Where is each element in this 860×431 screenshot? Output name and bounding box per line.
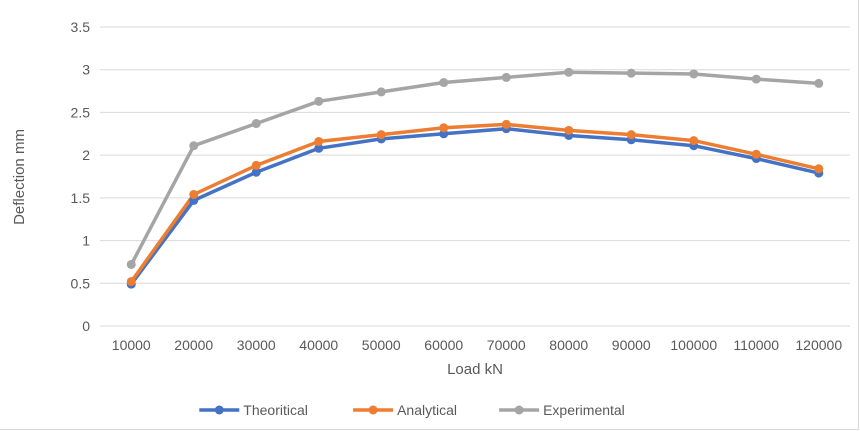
- series-line-theoritical: [129, 126, 821, 286]
- data-point-theoritical: [314, 143, 324, 153]
- legend-label: Analytical: [397, 402, 457, 418]
- legend-swatch-marker: [214, 405, 224, 415]
- data-point-experimental: [314, 96, 324, 106]
- x-tick-label: 80000: [549, 337, 588, 353]
- x-axis-title: Load kN: [447, 361, 503, 378]
- y-tick-label: 3.5: [71, 19, 91, 35]
- data-point-analytical: [251, 160, 261, 170]
- data-point-analytical: [314, 136, 324, 146]
- data-point-experimental: [376, 87, 386, 97]
- x-tick-label: 30000: [237, 337, 276, 353]
- data-point-analytical: [751, 149, 761, 159]
- y-tick-label: 3: [82, 62, 90, 78]
- y-tick-label: 1.5: [71, 190, 91, 206]
- y-tick-label: 1: [82, 233, 90, 249]
- legend-item-theoritical: Theoritical: [199, 402, 308, 418]
- x-tick-label: 50000: [362, 337, 401, 353]
- x-tick-label: 120000: [795, 337, 842, 353]
- data-point-experimental: [751, 74, 761, 84]
- series-line-experimental: [129, 70, 821, 267]
- data-point-experimental: [814, 78, 824, 88]
- legend-label: Experimental: [543, 402, 625, 418]
- data-point-analytical: [439, 123, 449, 133]
- series-lines: [129, 70, 821, 286]
- legend-item-experimental: Experimental: [499, 402, 625, 418]
- x-tick-label: 100000: [670, 337, 717, 353]
- x-tick-label: 90000: [612, 337, 651, 353]
- legend-swatch-marker: [514, 405, 524, 415]
- data-point-analytical: [189, 189, 199, 199]
- legend-label: Theoritical: [243, 402, 308, 418]
- data-point-experimental: [439, 78, 449, 88]
- x-axis-ticks: 10000 20000 30000 40000 50000 60000 70000 80000…: [112, 337, 843, 353]
- x-tick-label: 10000: [112, 337, 151, 353]
- x-tick-label: 40000: [299, 337, 338, 353]
- x-tick-label: 20000: [174, 337, 213, 353]
- series-points: [126, 67, 824, 289]
- x-tick-label: 70000: [487, 337, 526, 353]
- y-tick-label: 0.5: [71, 275, 91, 291]
- gridlines: [100, 26, 850, 327]
- legend: Theoritical Analytical Experimental: [199, 402, 625, 418]
- data-point-experimental: [251, 119, 261, 129]
- data-point-experimental: [626, 68, 636, 78]
- data-point-analytical: [501, 119, 511, 129]
- legend-swatch-marker: [368, 405, 378, 415]
- y-tick-label: 2.5: [71, 104, 91, 120]
- y-axis-ticks: 0 0.5 1 1.5 2 2.5 3 3.5: [71, 19, 91, 334]
- data-point-experimental: [189, 141, 199, 151]
- data-point-theoritical: [251, 167, 261, 177]
- data-point-analytical: [126, 277, 136, 287]
- y-tick-label: 2: [82, 147, 90, 163]
- data-point-analytical: [626, 130, 636, 140]
- data-point-analytical: [689, 136, 699, 146]
- data-point-experimental: [564, 67, 574, 77]
- series-line-analytical: [129, 122, 821, 284]
- x-tick-label: 60000: [424, 337, 463, 353]
- legend-item-analytical: Analytical: [353, 402, 457, 418]
- x-tick-label: 110000: [733, 337, 779, 353]
- data-point-analytical: [564, 125, 574, 135]
- y-tick-label: 0: [82, 318, 90, 334]
- data-point-experimental: [501, 72, 511, 82]
- y-axis-title: Deflection mm: [11, 129, 28, 225]
- data-point-experimental: [689, 69, 699, 79]
- data-point-analytical: [376, 130, 386, 140]
- data-point-experimental: [126, 259, 136, 269]
- data-point-analytical: [814, 164, 824, 174]
